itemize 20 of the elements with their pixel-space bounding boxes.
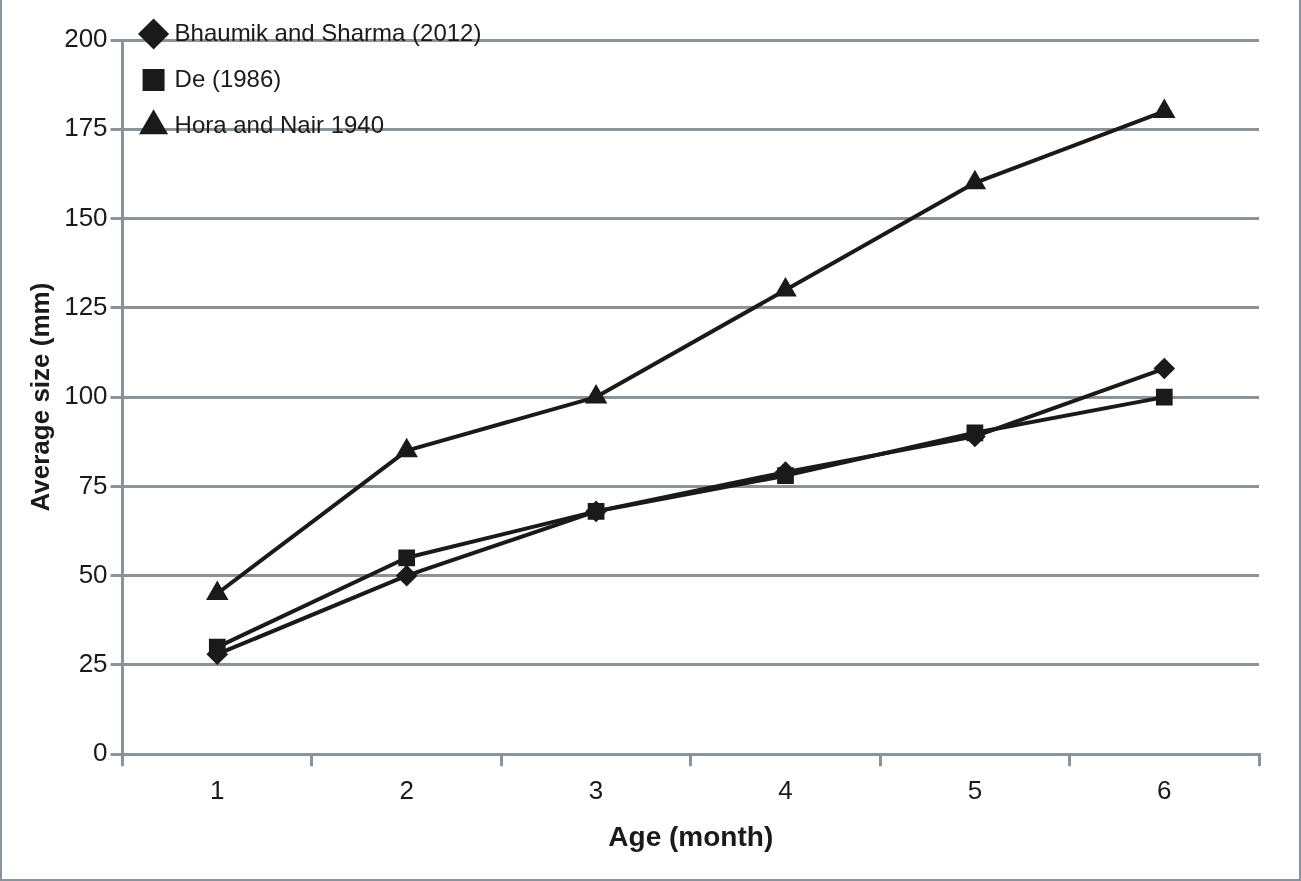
y-tick-label: 50 <box>78 558 108 589</box>
y-tick-label: 175 <box>64 112 108 143</box>
y-tick-label: 125 <box>64 291 108 321</box>
x-tick-label: 1 <box>210 774 225 805</box>
legend-label: Bhaumik and Sharma (2012) <box>174 18 482 46</box>
x-axis-title: Age (month) <box>608 820 774 852</box>
y-tick-label: 0 <box>93 737 108 768</box>
y-tick-label: 100 <box>64 380 108 411</box>
x-tick-label: 2 <box>399 774 414 805</box>
legend-label: De (1986) <box>174 64 282 92</box>
x-tick-label: 6 <box>1157 774 1172 805</box>
y-tick-label: 25 <box>78 648 108 679</box>
y-axis-title: Average size (mm) <box>24 282 55 512</box>
y-tick-label: 75 <box>78 469 108 500</box>
x-tick-label: 5 <box>967 774 983 805</box>
x-tick-label: 4 <box>778 774 793 805</box>
y-tick-label: 150 <box>64 201 108 232</box>
legend-label: Hora and Nair 1940 <box>174 110 385 138</box>
x-tick-label: 3 <box>588 774 604 805</box>
y-tick-label: 200 <box>64 23 108 54</box>
